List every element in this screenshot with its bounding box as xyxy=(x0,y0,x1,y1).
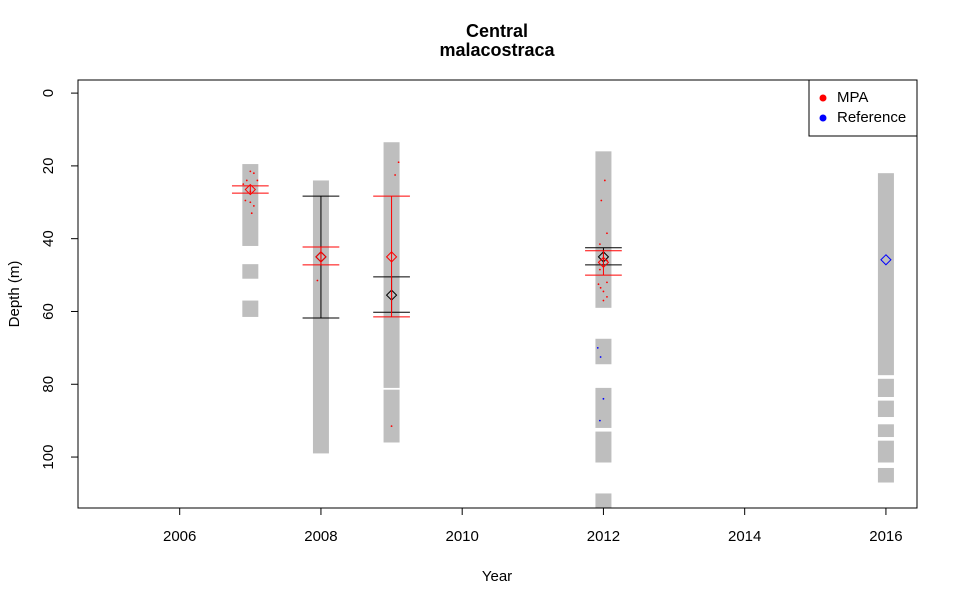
data-point xyxy=(599,356,602,358)
data-point xyxy=(596,346,599,349)
data-point xyxy=(256,179,259,182)
depth-range xyxy=(877,440,894,463)
depth-range xyxy=(383,389,400,443)
x-tick-label: 2014 xyxy=(728,528,761,545)
data-point xyxy=(599,286,602,289)
data-point xyxy=(397,161,400,164)
legend-label: MPA xyxy=(837,89,868,106)
depth-range xyxy=(242,164,259,246)
depth-range xyxy=(877,173,894,376)
data-point xyxy=(602,290,605,293)
y-tick-label: 40 xyxy=(40,230,57,247)
x-tick-label: 2010 xyxy=(446,528,479,545)
depth-range xyxy=(595,151,612,308)
x-axis-label: Year xyxy=(482,568,512,585)
mean-marker xyxy=(597,256,610,269)
data-point xyxy=(252,205,255,207)
depth-range xyxy=(242,300,259,317)
depth-range xyxy=(877,467,894,483)
data-point xyxy=(242,183,245,185)
data-point xyxy=(603,179,606,182)
data-point xyxy=(602,397,605,400)
legend-marker xyxy=(819,114,827,122)
mean-marker xyxy=(880,254,892,266)
y-tick-label: 0 xyxy=(40,89,57,97)
data-point xyxy=(250,212,253,215)
x-tick-label: 2008 xyxy=(304,528,337,545)
legend-label: Reference xyxy=(837,109,906,126)
depth-range xyxy=(877,400,894,418)
y-tick-label: 60 xyxy=(40,303,57,320)
y-tick-label: 20 xyxy=(40,158,57,175)
x-tick-label: 2006 xyxy=(163,528,196,545)
x-tick-label: 2016 xyxy=(869,528,902,545)
data-point xyxy=(249,170,252,173)
data-point xyxy=(599,268,601,271)
data-point xyxy=(597,283,600,286)
mean-marker xyxy=(244,183,257,196)
legend-box xyxy=(808,79,918,137)
depth-range xyxy=(877,424,894,438)
data-point xyxy=(599,243,601,246)
data-point xyxy=(244,199,247,202)
data-point xyxy=(252,172,255,175)
plot-frame xyxy=(77,79,918,509)
data-point xyxy=(245,179,248,182)
data-point xyxy=(602,299,605,302)
legend-marker xyxy=(819,94,827,102)
y-tick-label: 100 xyxy=(40,445,57,470)
data-point xyxy=(390,425,393,428)
depth-range xyxy=(877,378,894,397)
y-tick-label: 80 xyxy=(40,376,57,393)
mean-marker xyxy=(385,251,398,263)
depth-range xyxy=(595,493,612,508)
data-point xyxy=(606,281,608,284)
depth-range xyxy=(595,387,612,428)
data-point xyxy=(606,296,608,298)
depth-range xyxy=(242,264,259,279)
data-point xyxy=(394,174,396,176)
data-point xyxy=(606,232,608,235)
chart-title: Central xyxy=(466,21,528,41)
x-tick-label: 2012 xyxy=(587,528,620,545)
data-point xyxy=(599,419,601,422)
data-point xyxy=(316,279,319,282)
data-point xyxy=(249,201,252,204)
depth-range xyxy=(595,338,612,365)
depth-range xyxy=(595,431,612,463)
chart-subtitle: malacostraca xyxy=(439,40,555,60)
mean-marker xyxy=(315,251,327,263)
y-axis-label: Depth (m) xyxy=(6,261,23,328)
data-point xyxy=(600,199,603,202)
